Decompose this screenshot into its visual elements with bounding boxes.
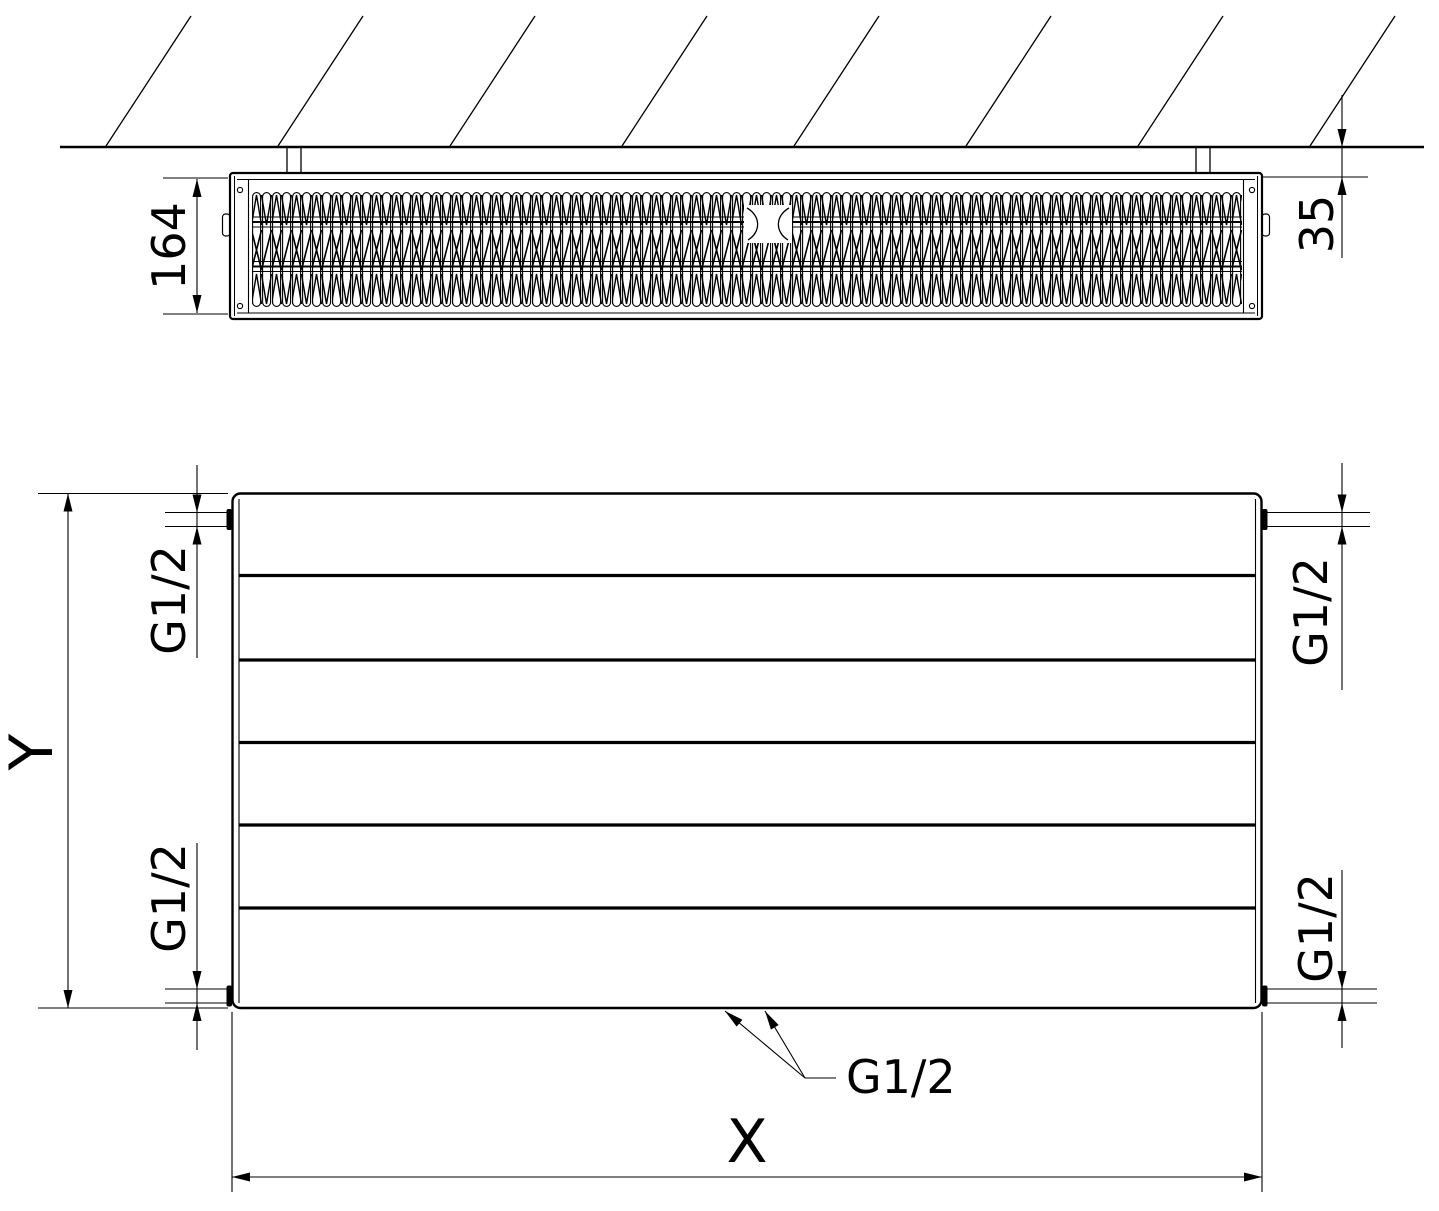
mounting-bracket-left [286, 148, 302, 174]
fin-break-detail [744, 205, 792, 243]
convector-fins [252, 192, 1242, 307]
wall-hatch [105, 15, 1396, 147]
radiator-front-view [165, 492, 1377, 1010]
connection-label-right-top: G1/2 [1284, 557, 1338, 667]
panel-groove-lines [239, 573, 1255, 910]
end-cap-left [221, 179, 250, 313]
connection-stub-left-bottom [165, 985, 232, 1007]
mounting-bracket-right [1195, 148, 1211, 174]
connection-label-left-bottom: G1/2 [142, 843, 196, 953]
dimension-height-y: Y [0, 492, 228, 1009]
end-cap-right [1242, 179, 1271, 313]
dimension-wall-clearance: 35 [1262, 95, 1368, 258]
dimension-width-x: X [231, 1012, 1263, 1192]
dimension-depth: 164 [142, 177, 228, 315]
connection-label-bottom: G1/2 [846, 1050, 956, 1104]
connection-stub-left-top [165, 509, 232, 530]
top-view-shell [228, 171, 1264, 321]
dimension-connection-right-bottom: G1/2 [1289, 870, 1347, 1048]
connection-stub-right-bottom [1262, 985, 1377, 1007]
connection-label-right-bottom: G1/2 [1289, 873, 1343, 983]
connection-label-left-top: G1/2 [142, 545, 196, 655]
width-label: X [726, 1107, 767, 1177]
dimension-connection-left-top: G1/2 [142, 465, 202, 658]
height-label: Y [0, 733, 67, 771]
dimension-connection-bottom: G1/2 [724, 1010, 956, 1104]
radiator-top-view [221, 171, 1271, 321]
front-panel [231, 492, 1263, 1010]
depth-value: 164 [142, 202, 196, 290]
connection-stub-right-top [1262, 509, 1370, 530]
wall-clearance-value: 35 [1290, 195, 1344, 254]
dimension-connection-left-bottom: G1/2 [142, 843, 202, 1050]
dimension-connection-right-top: G1/2 [1284, 463, 1347, 690]
